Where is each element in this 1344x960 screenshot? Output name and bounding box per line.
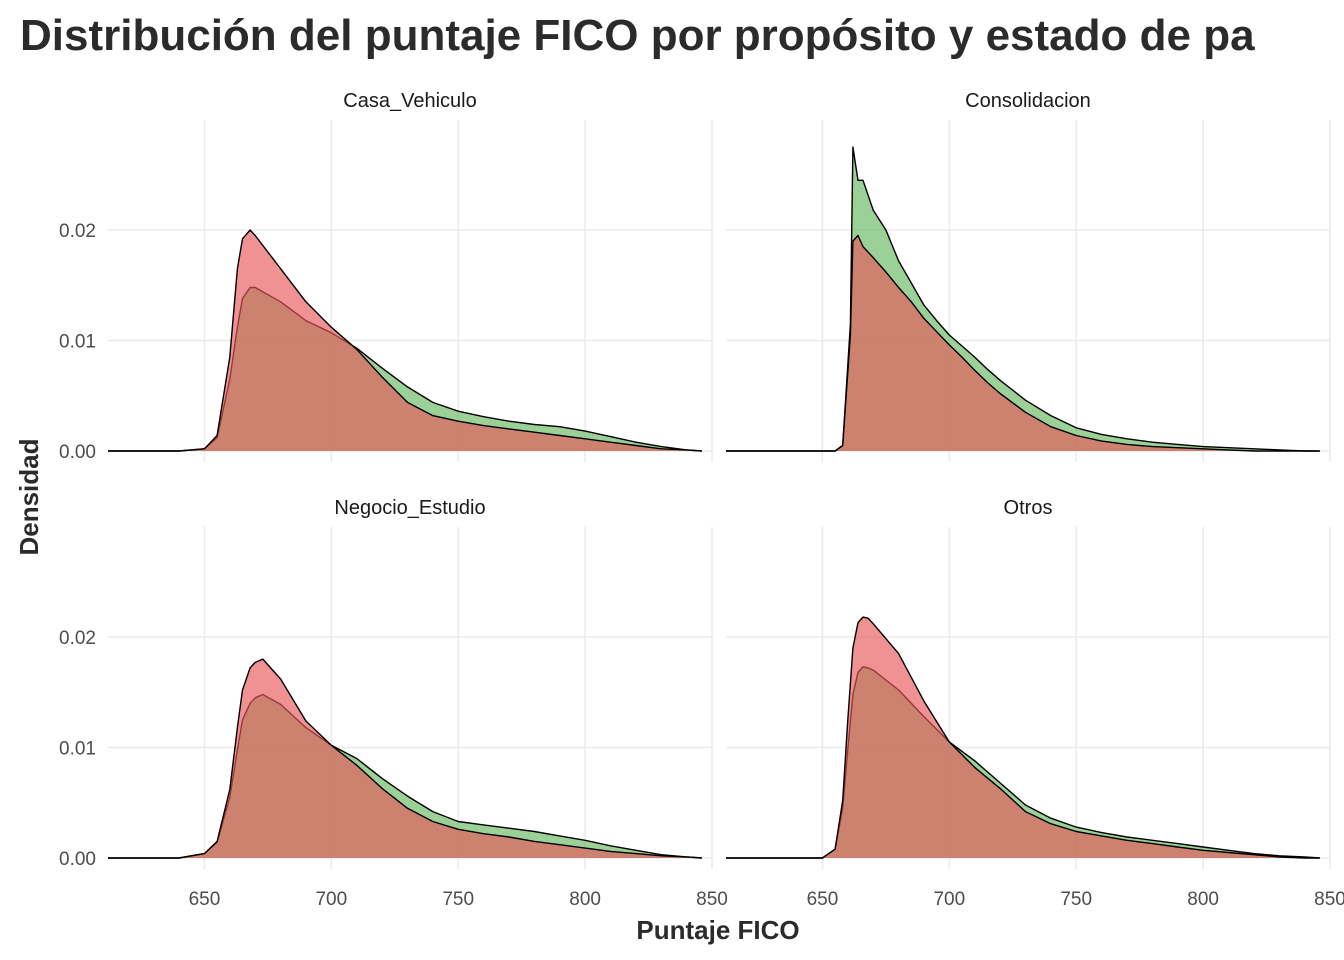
y-tick-label: 0.02 xyxy=(59,628,96,649)
x-tick-label: 850 xyxy=(1314,889,1344,910)
facet-strip-label: Consolidacion xyxy=(965,90,1091,112)
facet-panels: Casa_Vehiculo 0.00 0.01 0.02 Consolidacion Ne… xyxy=(59,90,1344,910)
y-tick-label: 0.02 xyxy=(59,221,96,242)
red-density-outline xyxy=(108,658,702,859)
red-density-outline xyxy=(726,616,1320,859)
x-tick-label: 850 xyxy=(696,889,728,910)
green-density-area xyxy=(726,147,1320,451)
x-tick-label: 800 xyxy=(569,889,601,910)
y-tick-label: 0.01 xyxy=(59,739,96,760)
red-density-outline xyxy=(726,234,1320,452)
red-density-area xyxy=(726,235,1320,451)
y-tick-label: 0.00 xyxy=(59,849,96,870)
chart-title: Distribución del puntaje FICO por propós… xyxy=(20,11,1255,60)
x-tick-label: 750 xyxy=(442,889,474,910)
facet-panel: Casa_Vehiculo 0.00 0.01 0.02 xyxy=(59,90,713,463)
x-tick-label: 800 xyxy=(1187,889,1219,910)
x-tick-label: 650 xyxy=(189,889,221,910)
facet-panel: Otros 650 700 750 800 850 xyxy=(726,497,1344,910)
y-tick-label: 0.01 xyxy=(59,332,96,353)
x-axis-title: Puntaje FICO xyxy=(636,915,799,945)
green-density-outline xyxy=(726,146,1320,452)
facet-panel: Consolidacion xyxy=(726,90,1331,462)
facet-panel: Negocio_Estudio 0.00 0.01 0.02 650 700 750 800 8… xyxy=(59,497,728,910)
x-tick-label: 750 xyxy=(1060,889,1092,910)
y-axis-title: Densidad xyxy=(14,438,44,555)
x-tick-label: 700 xyxy=(315,889,347,910)
red-density-area xyxy=(108,230,702,451)
red-density-area xyxy=(726,617,1320,858)
x-tick-label: 700 xyxy=(933,889,965,910)
facet-strip-label: Negocio_Estudio xyxy=(334,497,485,519)
facet-strip-label: Casa_Vehiculo xyxy=(343,90,476,112)
facet-strip-label: Otros xyxy=(1004,497,1053,519)
red-density-area xyxy=(108,659,702,858)
y-tick-label: 0.00 xyxy=(59,442,96,463)
red-density-outline xyxy=(108,229,702,452)
x-tick-label: 650 xyxy=(807,889,839,910)
